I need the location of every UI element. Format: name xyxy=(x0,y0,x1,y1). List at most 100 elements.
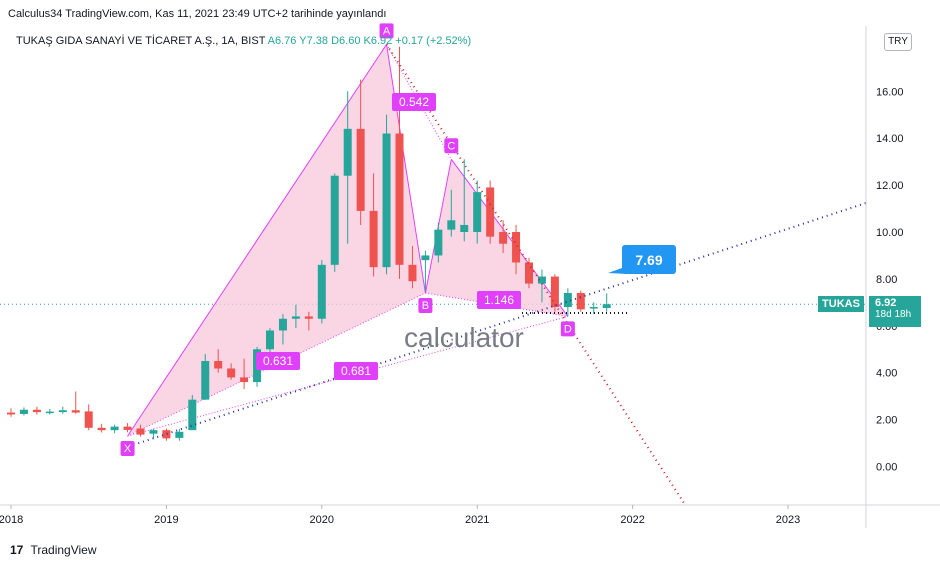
currency-badge[interactable]: TRY xyxy=(884,33,912,51)
candle-body xyxy=(136,428,145,435)
point-label-a: A xyxy=(383,25,391,37)
candle-body xyxy=(58,410,67,413)
footer-brand[interactable]: 17 TradingView xyxy=(10,543,97,557)
candle-body xyxy=(537,276,546,284)
candle-body xyxy=(149,430,158,434)
candle-body xyxy=(123,426,132,430)
leg-ac-dotted xyxy=(386,44,452,160)
x-tick-label: 2023 xyxy=(776,514,800,526)
symbol-title: TUKAŞ GIDA SANAYİ VE TİCARET A.Ş., 1A, B… xyxy=(16,35,266,47)
y-tick-label: 10.00 xyxy=(876,227,904,239)
resistance-trendline xyxy=(385,43,685,504)
pattern-labels: X A B C D 0.631 0.542 1.146 0.681 7.69 xyxy=(120,23,676,457)
ratio-label: 0.631 xyxy=(263,354,293,368)
candle-body xyxy=(602,304,611,308)
trendlines xyxy=(123,43,867,504)
candle-body xyxy=(45,411,54,414)
ticker-tag: TUKAS xyxy=(818,296,864,312)
leg-ab xyxy=(386,44,426,294)
point-label-x: X xyxy=(124,443,132,455)
pattern-xab-fill xyxy=(127,44,426,437)
candle-body xyxy=(343,128,352,176)
last-price: 6.92 xyxy=(875,297,897,309)
x-tick-label: 2019 xyxy=(154,514,178,526)
candle-body xyxy=(563,292,572,308)
point-label-box-b xyxy=(418,297,433,313)
candle-body xyxy=(317,264,326,319)
axes: 0.002.004.006.008.0010.0012.0014.0016.00… xyxy=(0,26,940,528)
candle-body xyxy=(356,128,365,211)
candle-body xyxy=(460,224,469,232)
candle-body xyxy=(330,175,339,265)
target-price-label: 7.69 xyxy=(635,252,662,268)
target-callout-box xyxy=(622,245,676,274)
x-tick-label: 2021 xyxy=(465,514,489,526)
candle-body xyxy=(447,220,456,230)
point-label-box-x xyxy=(120,441,135,457)
point-label-box-a xyxy=(379,23,394,39)
y-tick-label: 4.00 xyxy=(876,368,897,380)
symbol-legend: TUKAŞ GIDA SANAYİ VE TİCARET A.Ş., 1A, B… xyxy=(16,35,471,47)
candle-body xyxy=(175,431,184,438)
candle-body xyxy=(499,232,508,244)
candle-body xyxy=(395,133,404,265)
candle-body xyxy=(188,399,197,431)
point-label-box-c xyxy=(444,138,459,154)
candle-body xyxy=(589,307,598,309)
candle-body xyxy=(473,192,482,232)
x-tick-label: 2018 xyxy=(0,514,23,526)
last-price-tag: 6.92 18d 18h xyxy=(869,296,921,327)
candle-body xyxy=(434,229,443,256)
candle-body xyxy=(512,232,521,263)
y-tick-label: 12.00 xyxy=(876,180,904,192)
x-tick-label: 2022 xyxy=(620,514,644,526)
support-trendline xyxy=(123,202,867,449)
candle-body xyxy=(110,426,119,431)
candle-body xyxy=(382,133,391,268)
ratio-label: 0.542 xyxy=(399,95,429,109)
candle-body xyxy=(201,360,210,400)
candle-body xyxy=(214,360,223,369)
point-label-d: D xyxy=(564,323,572,335)
candle-body xyxy=(227,368,236,378)
ratio-label: 0.681 xyxy=(341,364,371,378)
candle-body xyxy=(97,427,106,431)
ratio-label-box xyxy=(256,352,300,370)
candle-body xyxy=(278,318,287,331)
candle-body xyxy=(421,255,430,261)
candle-body xyxy=(486,187,495,237)
candle-body xyxy=(576,292,585,310)
candle-body xyxy=(291,316,300,319)
candle-body xyxy=(71,410,80,413)
candle-body xyxy=(550,276,559,308)
ratio-label-box xyxy=(477,291,521,309)
ratio-label: 1.146 xyxy=(484,293,514,307)
y-tick-label: 8.00 xyxy=(876,274,897,286)
y-tick-label: 16.00 xyxy=(876,86,904,98)
watermark-text: calculator xyxy=(404,322,524,353)
candle-body xyxy=(19,409,28,414)
candle-body xyxy=(525,262,533,284)
point-label-box-d xyxy=(560,321,575,337)
point-label-b: B xyxy=(422,300,429,312)
tradingview-logo-icon: 17 xyxy=(10,543,24,557)
candle-body xyxy=(32,409,41,413)
ohlc-values: A6.76 Y7.38 D6.60 K6.92 +0.17 (+2.52%) xyxy=(267,35,472,47)
brand-label: TradingView xyxy=(30,543,97,557)
candle-body xyxy=(240,377,249,383)
candle-body xyxy=(162,430,171,439)
x-tick-label: 2020 xyxy=(310,514,334,526)
ratio-label-box xyxy=(392,93,436,111)
y-tick-label: 0.00 xyxy=(876,462,897,474)
y-tick-label: 14.00 xyxy=(876,133,904,145)
candle-body xyxy=(7,412,15,415)
candle-body xyxy=(304,316,313,319)
y-tick-label: 2.00 xyxy=(876,415,897,427)
candle-body xyxy=(369,210,378,268)
ratio-label-box xyxy=(334,362,378,380)
point-label-c: C xyxy=(447,140,455,152)
candle-body xyxy=(266,330,274,350)
candles xyxy=(7,46,611,441)
published-info: Calculus34 TradingView.com, Kas 11, 2021… xyxy=(8,8,387,20)
